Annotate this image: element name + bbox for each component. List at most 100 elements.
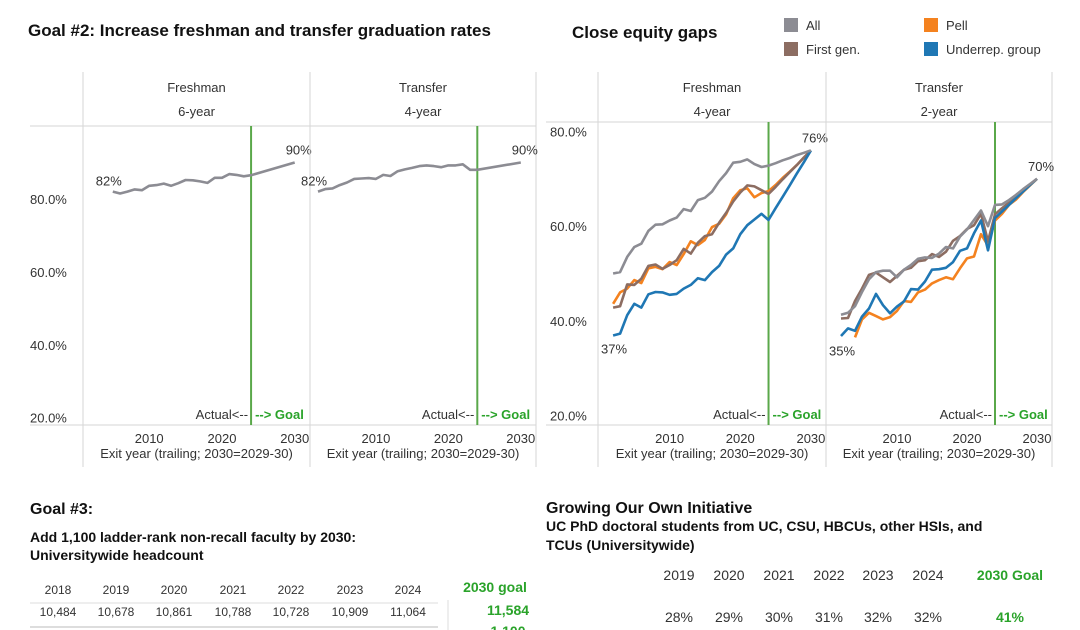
y-tick-label: 20.0% [30,411,67,426]
actual-label: Actual<-- [196,407,248,422]
series-line-first-gen- [612,149,812,309]
start-value-label: 37% [601,342,627,357]
legend-swatch [924,42,938,56]
goal2-title: Goal #2: Increase freshman and transfer … [28,21,491,40]
phd-value: 29% [715,609,743,625]
equity-title: Close equity gaps [572,23,717,42]
y-tick-label: 20.0% [550,409,587,424]
phd-value: 31% [815,609,843,625]
faculty-goal-header: 2030 goal [463,579,527,595]
series-line-all-goal- [250,161,296,177]
phd-goal-header: 2030 Goal [977,567,1043,583]
faculty-table: 2018 10,484 2019 10,678 2020 10,861 2021 10,788… [30,579,529,630]
x-tick-label: 2020 [434,431,463,446]
faculty-year-header: 2019 [103,583,130,597]
legend-label: First gen. [806,42,860,57]
phd-goal-value: 41% [996,609,1025,625]
panel-header-2: 4-year [405,104,443,119]
phd-value: 32% [914,609,942,625]
goal3-subtitle-1: Add 1,100 ladder-rank non-recall faculty… [30,529,356,545]
goal3-title: Goal #3: [30,501,93,518]
x-axis-title: Exit year (trailing; 2030=2029-30) [616,446,809,461]
series-line-pell [611,149,812,305]
faculty-value: 10,728 [273,605,310,619]
goal3-subtitle-2: Universitywide headcount [30,547,204,563]
phd-year-header: 2021 [763,567,794,583]
equity-chart: 20.0% 40.0% 60.0% 80.0% Freshman 4-year Actual… [546,72,1054,467]
end-value-label: 70% [1028,159,1054,174]
series-line-all [112,172,252,195]
faculty-year-header: 2023 [337,583,364,597]
x-tick-label: 2030 [1023,431,1052,446]
faculty-year-header: 2021 [220,583,247,597]
legend-swatch [784,18,798,32]
faculty-year-header: 2020 [161,583,188,597]
faculty-value: 10,484 [40,605,77,619]
phd-year-header: 2022 [813,567,844,583]
panel-header-2: 2-year [921,104,959,119]
gyo-subtitle-2: TCUs (Universitywide) [546,537,695,553]
x-tick-label: 2010 [655,431,684,446]
legend-swatch [924,18,938,32]
goal-label: --> Goal [773,407,822,422]
x-tick-label: 2010 [135,431,164,446]
legend-swatch [784,42,798,56]
phd-year-header: 2024 [912,567,943,583]
faculty-value: 10,909 [332,605,369,619]
panel-header-2: 6-year [178,104,216,119]
phd-value: 30% [765,609,793,625]
phd-value: 28% [665,609,693,625]
end-value-label: 90% [286,142,312,157]
phd-year-header: 2023 [862,567,893,583]
x-tick-label: 2030 [796,431,825,446]
y-tick-label: 60.0% [30,265,67,280]
panel-header-1: Freshman [683,80,742,95]
phd-table: 2019 28% 2020 29% 2021 30% 2022 31% 2023 32% 2024 3… [663,567,1043,625]
x-tick-label: 2020 [726,431,755,446]
panel-header-1: Freshman [167,80,226,95]
x-tick-label: 2030 [506,431,535,446]
faculty-year-header: 2024 [395,583,422,597]
panel-header-2: 4-year [694,104,732,119]
actual-label: Actual<-- [422,407,474,422]
end-value-label: 90% [512,142,538,157]
actual-label: Actual<-- [713,407,765,422]
y-tick-label: 80.0% [550,124,587,139]
x-axis-title: Exit year (trailing; 2030=2029-30) [100,446,293,461]
faculty-value: 10,861 [156,605,193,619]
series-line-all-goal- [477,161,522,172]
legend: All Pell First gen. Underrep. group [784,18,1041,57]
faculty-goal-increase: 1,100 [490,623,525,630]
x-axis-title: Exit year (trailing; 2030=2029-30) [843,446,1036,461]
x-axis-title: Exit year (trailing; 2030=2029-30) [327,446,520,461]
actual-label: Actual<-- [940,407,992,422]
panel-header-1: Transfer [399,80,448,95]
phd-value: 32% [864,609,892,625]
end-value-label: 76% [802,130,828,145]
phd-year-header: 2020 [713,567,744,583]
series-line-underrep-group [840,177,1038,337]
faculty-year-header: 2018 [45,583,72,597]
start-value-label: 82% [301,174,327,189]
y-tick-label: 80.0% [30,192,67,207]
x-tick-label: 2020 [953,431,982,446]
start-value-label: 35% [829,343,855,358]
x-tick-label: 2010 [361,431,390,446]
y-tick-label: 40.0% [550,314,587,329]
phd-year-header: 2019 [663,567,694,583]
series-line-underrep-group [612,149,813,337]
goal-label: --> Goal [481,407,530,422]
legend-label: All [806,18,821,33]
faculty-value: 11,064 [390,605,426,619]
panel-header-1: Transfer [915,80,964,95]
series-line-all [840,177,1038,316]
x-tick-label: 2030 [280,431,309,446]
series-line-all [612,149,812,275]
gyo-title: Growing Our Own Initiative [546,500,752,517]
faculty-value: 10,678 [98,605,135,619]
goal-label: --> Goal [255,407,304,422]
y-tick-label: 40.0% [30,338,67,353]
start-value-label: 82% [96,174,122,189]
y-tick-label: 60.0% [550,219,587,234]
